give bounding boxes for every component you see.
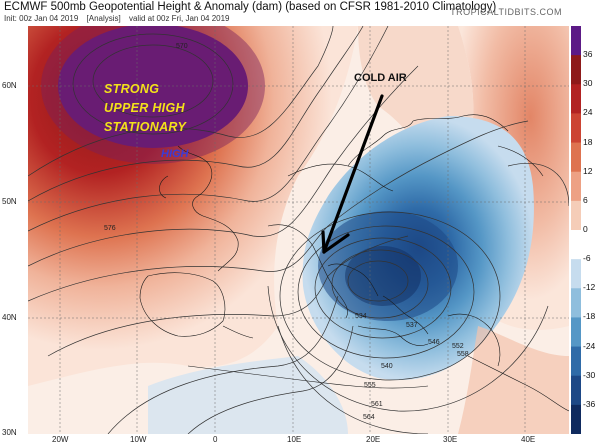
high-core xyxy=(58,26,248,148)
lat-label: 50N xyxy=(2,197,17,206)
contour-label: 570 xyxy=(176,43,188,50)
colorbar-tick-label: -24 xyxy=(583,340,596,351)
colorbar-tick-label: -6 xyxy=(583,253,591,264)
contour-label: 558 xyxy=(457,351,469,358)
colorbar-swatch xyxy=(571,375,581,406)
init-time: Init: 00z Jan 04 2019 xyxy=(4,14,79,23)
colorbar-tick-label: -36 xyxy=(583,398,596,409)
southeast-warm xyxy=(458,326,569,434)
contour-label: 561 xyxy=(371,401,383,408)
contour-label: 540 xyxy=(381,363,393,370)
lat-label: 40N xyxy=(2,313,17,322)
annotation-high: HIGH xyxy=(161,148,189,160)
colorbar-swatch xyxy=(571,200,581,231)
high-halo xyxy=(41,26,265,164)
colorbar xyxy=(571,26,581,435)
annotation-strong: STRONG xyxy=(104,82,160,96)
lat-label: 60N xyxy=(2,81,17,90)
colorbar-swatch xyxy=(571,230,581,260)
colorbar-swatches xyxy=(571,26,581,435)
colorbar-swatch xyxy=(571,346,581,377)
coastlines xyxy=(139,114,569,412)
lon-label: 0 xyxy=(213,435,218,444)
colorbar-tick-label: -18 xyxy=(583,311,596,322)
contour-label: 555 xyxy=(364,382,376,389)
colorbar-swatch xyxy=(571,142,581,173)
map-panel: 570 576 534 537 540 546 552 555 558 561 … xyxy=(28,26,569,434)
colorbar-tick-label: 36 xyxy=(583,49,593,60)
cold-center xyxy=(345,246,421,306)
colorbar-tick-label: 18 xyxy=(583,136,593,147)
colorbar-tick-label: 12 xyxy=(583,165,593,176)
colorbar-tick-label: 24 xyxy=(583,107,593,118)
site-credit: TROPICALTIDBITS.COM xyxy=(450,7,562,17)
colorbar-swatch xyxy=(571,259,581,289)
contour-label: 537 xyxy=(406,322,418,329)
colorbar-swatch xyxy=(571,171,581,202)
valid-time: valid at 00z Fri, Jan 04 2019 xyxy=(128,14,230,23)
lon-label: 10W xyxy=(130,435,147,444)
colorbar-swatch xyxy=(571,26,581,56)
lon-label: 20E xyxy=(366,435,381,444)
annotation-cold-air: COLD AIR xyxy=(354,72,407,84)
colorbar-swatch xyxy=(571,404,581,435)
colorbar-tick-label: -30 xyxy=(583,369,596,380)
lon-label: 40E xyxy=(521,435,536,444)
colorbar-tick-label: -12 xyxy=(583,282,596,293)
colorbar-swatch xyxy=(571,288,581,318)
south-cold-tail xyxy=(148,356,348,434)
cold-core xyxy=(318,211,458,321)
colorbar-swatch xyxy=(571,113,581,144)
annotation-upper-high: UPPER HIGH xyxy=(104,101,185,115)
chart-title: ECMWF 500mb Geopotential Height & Anomal… xyxy=(4,1,497,13)
colorbar-tick-label: 0 xyxy=(583,224,588,234)
lon-label: 20W xyxy=(52,435,69,444)
anomaly-map: 570 576 534 537 540 546 552 555 558 561 … xyxy=(28,26,569,434)
lat-label: 30N xyxy=(2,428,17,437)
analysis-tag: [Analysis] xyxy=(86,14,121,23)
colorbar-tick-label: 6 xyxy=(583,194,588,205)
lon-label: 10E xyxy=(287,435,302,444)
colorbar-tick-label: 30 xyxy=(583,78,593,89)
chart-subtitle: Init: 00z Jan 04 2019 [Analysis] valid a… xyxy=(4,14,236,23)
contour-label: 552 xyxy=(452,343,464,350)
colorbar-swatch xyxy=(571,55,581,85)
colorbar-swatch xyxy=(571,84,581,114)
contour-label: 546 xyxy=(428,339,440,346)
cold-air-arrow xyxy=(321,94,384,254)
annotation-stationary: STATIONARY xyxy=(104,120,187,134)
contour-label: 534 xyxy=(355,313,367,320)
colorbar-swatch xyxy=(571,317,581,348)
contour-label-group: 570 576 534 537 540 546 552 555 558 561 … xyxy=(104,43,469,421)
lon-label: 30E xyxy=(443,435,458,444)
contour-label: 576 xyxy=(104,225,116,232)
contour-label: 564 xyxy=(363,414,375,421)
